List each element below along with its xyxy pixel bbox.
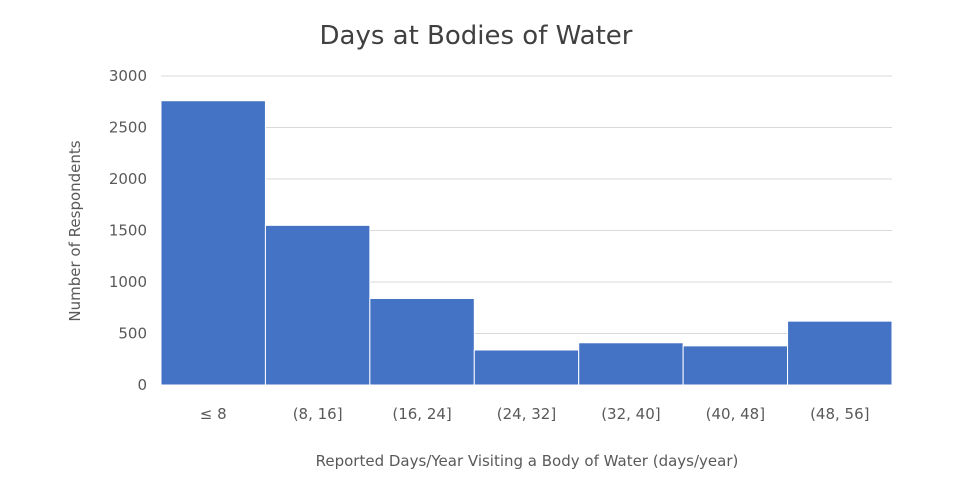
- y-tick-label: 2000: [109, 170, 147, 188]
- x-axis-label: Reported Days/Year Visiting a Body of Wa…: [316, 452, 739, 470]
- bar: [369, 297, 475, 386]
- bar: [682, 345, 789, 386]
- y-axis-label: Number of Respondents: [66, 140, 84, 321]
- y-tick-label: 3000: [109, 67, 147, 85]
- x-tick-label: (48, 56]: [810, 405, 869, 423]
- y-tick-label: 1000: [109, 273, 147, 291]
- x-tick-label: (40, 48]: [706, 405, 765, 423]
- y-tick-label: 1500: [109, 222, 147, 240]
- chart-title: Days at Bodies of Water: [319, 21, 632, 51]
- x-tick-label: (16, 24]: [392, 405, 451, 423]
- y-tick-label: 0: [137, 376, 147, 394]
- y-tick-labels: 0 500 1000 1500 2000 2500 3000: [109, 67, 147, 394]
- x-tick-label: (24, 32]: [497, 405, 556, 423]
- y-tick-label: 2500: [109, 119, 147, 137]
- bar: [787, 320, 893, 386]
- bar: [160, 100, 266, 386]
- x-tick-label: (32, 40]: [601, 405, 660, 423]
- bar: [578, 342, 684, 386]
- x-tick-label: ≤ 8: [200, 405, 227, 423]
- bar: [473, 349, 580, 386]
- bar: [264, 224, 371, 386]
- bars: [160, 100, 893, 386]
- x-tick-labels: ≤ 8 (8, 16] (16, 24] (24, 32] (32, 40] (40, 4…: [200, 405, 870, 423]
- x-tick-label: (8, 16]: [293, 405, 343, 423]
- y-tick-label: 500: [118, 325, 147, 343]
